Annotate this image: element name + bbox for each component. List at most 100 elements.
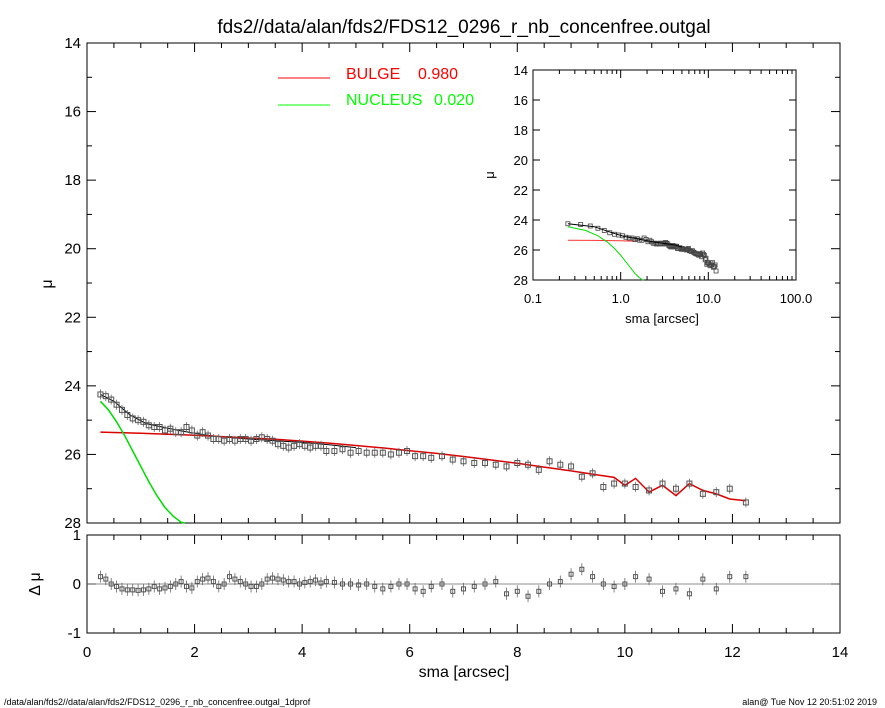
x-tick-label: 6 (406, 644, 414, 661)
residual-point (130, 587, 136, 593)
x-tick-label: 2 (190, 644, 198, 661)
main-y-tick-label: 18 (64, 172, 81, 189)
x-tick-label: 0 (83, 644, 91, 661)
inset-x-tick-label: 10.0 (696, 291, 721, 306)
residual-point (151, 583, 157, 589)
residual-point (356, 582, 362, 588)
main-y-ticks: 14 16 18 20 22 24 26 28 (64, 35, 840, 532)
residual-point (119, 586, 125, 592)
residual-point (514, 588, 520, 594)
residual-point (396, 581, 402, 587)
residual-point (146, 586, 152, 592)
residual-point (167, 583, 173, 589)
x-axis-label: sma [arcsec] (419, 664, 510, 681)
residual-point (103, 576, 109, 582)
data-point (713, 489, 720, 496)
residual-point (493, 579, 499, 585)
inset-y-tick-label: 22 (514, 183, 528, 198)
legend: BULGE 0.980 NUCLEUS 0.020 (278, 66, 474, 109)
residual-y-tick-label: -1 (68, 625, 81, 642)
data-point (514, 460, 521, 466)
data-point (102, 393, 109, 400)
residual-point (140, 587, 146, 593)
main-y-tick-label: 26 (64, 446, 81, 463)
residual-point (590, 574, 596, 580)
x-axis-ticks: 0 2 4 6 8 10 12 14 (83, 43, 849, 661)
x-tick-label: 14 (832, 644, 849, 661)
data-point (371, 449, 378, 456)
residual-point (302, 580, 308, 586)
inset-data-point (712, 262, 718, 268)
residual-y-tick-label: 1 (73, 527, 81, 544)
residual-point (622, 581, 628, 587)
data-point (742, 499, 749, 506)
residual-y-axis-label: Δ μ (27, 572, 44, 595)
data-point (471, 460, 478, 466)
residual-point (420, 588, 426, 594)
main-y-tick-label: 28 (64, 515, 81, 532)
residual-y-tick-label: 0 (73, 576, 81, 593)
residual-point (275, 576, 281, 582)
footer-file-path: /data/alan/fds2//data/alan/fds2/FDS12_02… (4, 697, 311, 707)
data-point (492, 461, 499, 468)
residual-point (157, 586, 163, 592)
inset-bulge-model-line (567, 239, 637, 242)
main-y-tick-label: 22 (64, 309, 81, 326)
data-point (482, 460, 489, 466)
main-y-tick-label: 16 (64, 104, 81, 121)
inset-data-point (701, 252, 706, 257)
data-point (395, 449, 402, 456)
residual-point (633, 574, 639, 580)
residual-point (253, 583, 259, 589)
data-point (621, 480, 628, 487)
residual-point (296, 581, 302, 587)
residual-point (318, 580, 324, 586)
data-point (449, 456, 456, 463)
residual-point (286, 579, 292, 585)
residual-point (380, 586, 386, 592)
chart-title: fds2//data/alan/fds2/FDS12_0296_r_nb_con… (217, 17, 710, 38)
residual-point (97, 574, 103, 580)
main-data-points (97, 389, 749, 508)
residual-point (313, 577, 319, 583)
residual-point (280, 577, 286, 583)
residual-y-ticks: -1 0 1 (68, 527, 840, 642)
data-point (412, 453, 419, 460)
data-point (686, 480, 693, 487)
residual-point (331, 580, 337, 586)
data-point (156, 424, 163, 430)
data-point (600, 484, 607, 490)
residual-point (461, 586, 466, 592)
residual-point (600, 581, 606, 587)
residual-point (264, 576, 270, 582)
inset-y-axis-label: μ (482, 171, 497, 179)
legend-bulge-label: BULGE (346, 66, 400, 83)
residual-point (471, 583, 477, 589)
residual-point (227, 574, 233, 580)
data-point (140, 418, 147, 425)
residual-point (686, 591, 692, 597)
data-point (578, 473, 585, 480)
inset-content (565, 221, 719, 281)
data-point (589, 470, 596, 477)
residual-point (646, 576, 652, 582)
residual-point (307, 579, 313, 585)
inset-plot-frame (532, 69, 797, 281)
residual-point (124, 587, 130, 593)
inset-y-tick-label: 24 (514, 213, 528, 228)
main-y-tick-label: 14 (64, 35, 81, 52)
residual-point (210, 579, 216, 585)
data-point (331, 448, 338, 454)
residual-panel: -1 0 1 Δ μ (27, 527, 841, 642)
residual-point (184, 583, 190, 589)
inset-data-point (702, 257, 708, 263)
data-point (199, 429, 206, 436)
residual-point (557, 579, 563, 585)
data-point (438, 453, 445, 460)
residual-point (536, 588, 542, 594)
inset-x-tick-label: 1.0 (612, 291, 630, 306)
residual-point (189, 585, 195, 591)
residual-point (388, 583, 394, 589)
residual-point (348, 581, 354, 587)
